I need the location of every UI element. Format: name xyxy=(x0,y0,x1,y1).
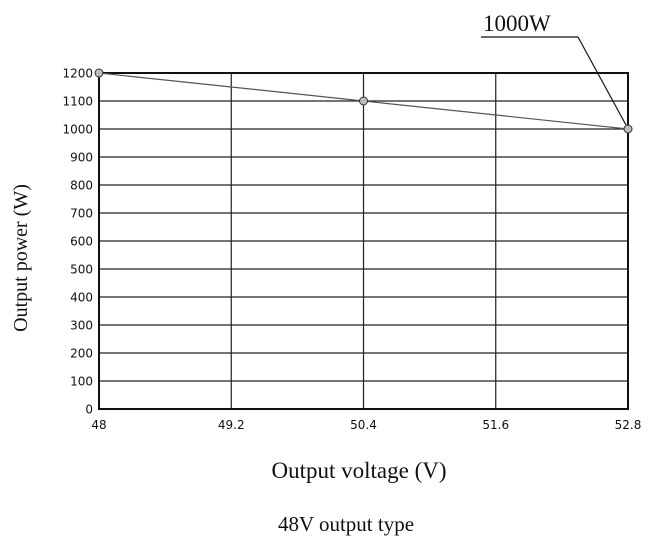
y-tick-label: 100 xyxy=(70,375,93,389)
y-tick-label: 500 xyxy=(70,263,93,277)
x-tick-label: 52.8 xyxy=(615,418,642,432)
plot-area: 0 100 200 300 400 500 600 700 800 900 1000 1100 1200… xyxy=(62,11,641,432)
chart-caption: 48V output type xyxy=(278,512,414,536)
x-tick-label: 51.6 xyxy=(482,418,509,432)
data-point xyxy=(94,68,104,78)
y-tick-label: 600 xyxy=(70,235,93,249)
y-tick-label: 1100 xyxy=(62,95,93,109)
y-tick-label: 400 xyxy=(70,291,93,305)
y-tick-label: 800 xyxy=(70,179,93,193)
x-tick-label: 50.4 xyxy=(350,418,377,432)
y-tick-label: 1200 xyxy=(62,67,93,81)
y-axis-label: Output power (W) xyxy=(10,184,32,332)
data-point xyxy=(359,96,368,106)
plot-frame xyxy=(98,72,629,410)
y-tick-label: 300 xyxy=(70,319,93,333)
x-axis-label: Output voltage (V) xyxy=(271,458,446,483)
annotation-label: 1000W xyxy=(483,11,551,36)
x-tick-label: 49.2 xyxy=(218,418,245,432)
x-tick-label: 48 xyxy=(91,418,106,432)
y-tick-label: 900 xyxy=(70,151,93,165)
y-tick-label: 200 xyxy=(70,347,93,361)
annotation-leader xyxy=(577,36,627,126)
y-tick-label: 0 xyxy=(85,403,93,417)
y-tick-label: 1000 xyxy=(62,123,93,137)
y-tick-label: 700 xyxy=(70,207,93,221)
data-point xyxy=(623,124,633,134)
